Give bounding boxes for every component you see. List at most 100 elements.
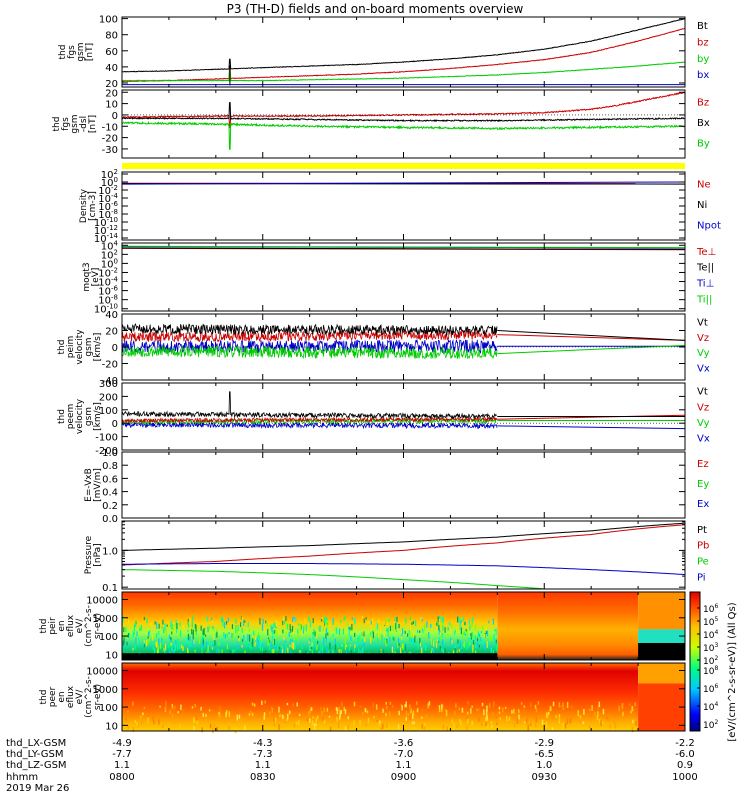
peir-speckle xyxy=(256,637,259,642)
peir-speckle xyxy=(243,634,245,639)
peir-speckle xyxy=(195,624,197,632)
peer-speckle xyxy=(323,707,325,713)
peer-speckle xyxy=(387,725,390,730)
peer-speckle xyxy=(598,701,601,708)
peer-speckle xyxy=(513,723,516,728)
peer-speckle xyxy=(622,711,624,717)
peer-speckle xyxy=(326,707,329,712)
peer-speckle xyxy=(196,715,198,721)
peir-speckle xyxy=(326,617,328,621)
peer-speckle xyxy=(306,718,309,722)
peer-speckle xyxy=(343,706,345,712)
peir-speckle xyxy=(282,629,284,634)
peir-speckle xyxy=(238,638,240,642)
peer-speckle xyxy=(518,709,520,713)
peir-speckle xyxy=(342,628,345,635)
peir-speckle xyxy=(348,644,350,651)
peir-speckle xyxy=(448,621,451,626)
peir-speckle xyxy=(143,640,145,643)
pressure-series-pt xyxy=(122,522,685,551)
peir-speckle xyxy=(400,647,402,655)
peir-speckle xyxy=(398,624,400,629)
peer-speckle xyxy=(292,712,294,717)
peer-speckle xyxy=(602,708,605,715)
peir-speckle xyxy=(361,616,363,619)
peir-speckle xyxy=(292,642,294,650)
peir-speckle xyxy=(493,633,495,639)
peir-speckle xyxy=(471,632,473,638)
peer-speckle xyxy=(421,708,424,713)
peir-speckle xyxy=(168,634,171,639)
peir-speckle xyxy=(283,616,285,621)
peer-speckle xyxy=(134,719,136,723)
peim-legend-vy: Vy xyxy=(697,348,710,359)
mode-bar xyxy=(122,163,685,169)
peir-speckle xyxy=(421,628,424,632)
peir-speckle xyxy=(241,644,243,648)
peer-speckle xyxy=(628,703,631,706)
peir-speckle xyxy=(368,620,370,624)
peer-speckle xyxy=(545,715,547,720)
peem-ylabel: peem xyxy=(66,404,76,430)
peir-speckle xyxy=(455,626,458,633)
peir-speckle xyxy=(439,646,441,651)
peir-speckle xyxy=(222,622,224,627)
peir-speckle xyxy=(477,631,479,638)
peir-speckle xyxy=(348,626,350,630)
peer-speckle xyxy=(228,725,230,730)
peir-speckle xyxy=(392,625,394,631)
peir-speckle xyxy=(172,623,174,631)
peir-speckle xyxy=(123,627,125,633)
peir-speckle xyxy=(149,630,151,633)
peir-speckle xyxy=(259,642,261,648)
peir-speckle xyxy=(254,642,256,647)
peer-speckle xyxy=(278,706,280,713)
peir-speckle xyxy=(351,623,353,631)
peir-speckle xyxy=(206,616,209,622)
efield-ytick: 0.8 xyxy=(102,461,118,472)
peir-speckle xyxy=(189,617,191,625)
peir-speckle xyxy=(177,644,179,650)
peir-speckle xyxy=(350,649,352,654)
peir-speckle xyxy=(200,625,202,631)
peer-speckle xyxy=(202,712,204,717)
peer-speckle xyxy=(516,717,519,724)
peer-speckle xyxy=(193,720,196,723)
peir-speckle xyxy=(163,647,165,652)
peir-speckle xyxy=(334,644,337,651)
efield-ylabel: E=-VxB xyxy=(84,468,94,502)
peir-speckle xyxy=(212,644,214,648)
peim-series-vx xyxy=(121,339,498,355)
peer-speckle xyxy=(386,723,388,729)
peir-speckle xyxy=(361,638,364,643)
peer-speckle xyxy=(196,720,199,725)
peer-speckle xyxy=(179,724,181,728)
fgs-ytick: 60 xyxy=(105,47,118,58)
peir-speckle xyxy=(419,630,421,633)
peer-speckle xyxy=(562,722,565,729)
peir-speckle xyxy=(332,649,334,655)
peir-speckle xyxy=(409,616,412,621)
peir-speckle xyxy=(420,617,422,622)
peir-speckle xyxy=(419,642,422,647)
peir-speckle xyxy=(228,632,230,635)
peir-speckle xyxy=(414,635,416,643)
peir-speckle xyxy=(291,641,293,649)
x-axis-value: -2.9 xyxy=(534,738,554,749)
peir-speckle xyxy=(226,644,229,649)
peir-speckle xyxy=(273,638,276,646)
peir-speckle xyxy=(134,622,137,627)
peer-speckle xyxy=(193,717,195,723)
peir-speckle xyxy=(232,632,235,640)
temp-ylabel: [eV] xyxy=(91,268,101,287)
peir-speckle xyxy=(444,627,446,633)
peir-speckle xyxy=(136,638,139,644)
peer-speckle xyxy=(421,724,423,729)
density-ytick: 10-2 xyxy=(98,184,118,197)
peir-speckle xyxy=(385,640,387,647)
peim-ylabel: [km/s] xyxy=(93,333,103,362)
peer-speckle xyxy=(212,709,214,716)
peer-speckle xyxy=(279,714,281,718)
peir-speckle xyxy=(187,629,189,633)
peer-speckle xyxy=(337,722,340,727)
